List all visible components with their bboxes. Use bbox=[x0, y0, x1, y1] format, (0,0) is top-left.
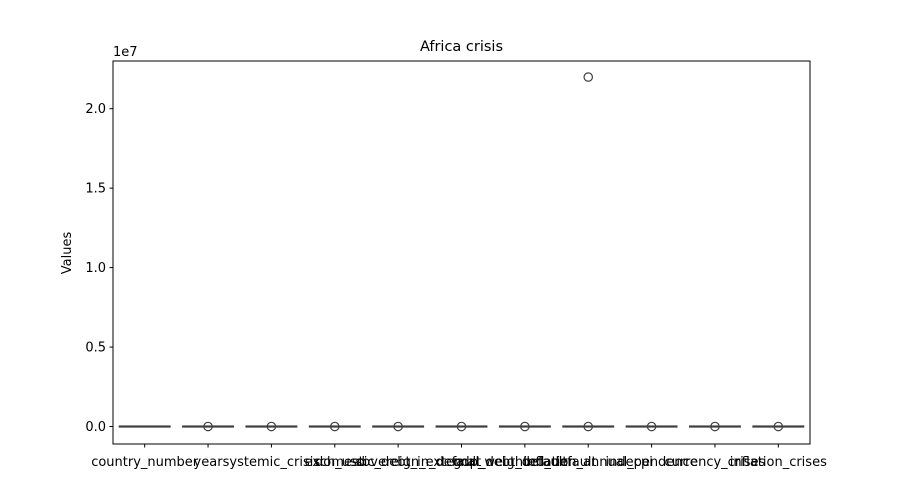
outlier-point bbox=[583, 72, 594, 82]
outlier-point bbox=[456, 421, 467, 432]
outlier-point bbox=[646, 421, 657, 432]
plot-frame bbox=[112, 60, 811, 445]
y-tick-label: 0.0 bbox=[85, 420, 106, 435]
outlier-point bbox=[393, 421, 403, 432]
y-axis-offset-label: 1e7 bbox=[113, 45, 138, 60]
outlier-point bbox=[266, 421, 277, 432]
outlier-point bbox=[773, 421, 784, 432]
y-tick-label: 2.0 bbox=[85, 102, 106, 117]
x-tick-label: year bbox=[194, 455, 224, 470]
x-tick-label: independence bbox=[605, 455, 697, 470]
x-tick-label: currency_crises bbox=[665, 455, 766, 470]
y-tick-label: 1.0 bbox=[85, 261, 106, 276]
outlier-point bbox=[710, 421, 720, 432]
y-axis-label: Values bbox=[60, 232, 75, 275]
x-tick-label: gdp_weighted_default bbox=[453, 455, 597, 470]
x-tick-label: domestic_debt_in_default bbox=[315, 455, 481, 470]
chart-title: Africa crisis bbox=[420, 39, 503, 55]
x-tick-label: inflation_annual_cpi bbox=[524, 455, 653, 470]
y-tick-label: 0.5 bbox=[85, 341, 106, 356]
x-tick-label: exch_usd bbox=[305, 455, 365, 470]
outlier-point bbox=[520, 421, 530, 432]
outlier-point bbox=[583, 421, 594, 432]
x-tick-label: country_number bbox=[91, 455, 199, 470]
x-tick-label: inflation_crises bbox=[730, 455, 827, 470]
x-tick-label: systemic_crisis bbox=[223, 455, 321, 470]
x-tick-label: sovereign_external_debt_default bbox=[356, 455, 568, 470]
outlier-point bbox=[329, 421, 340, 432]
y-tick-label: 1.5 bbox=[85, 182, 106, 197]
outlier-point bbox=[203, 421, 213, 432]
